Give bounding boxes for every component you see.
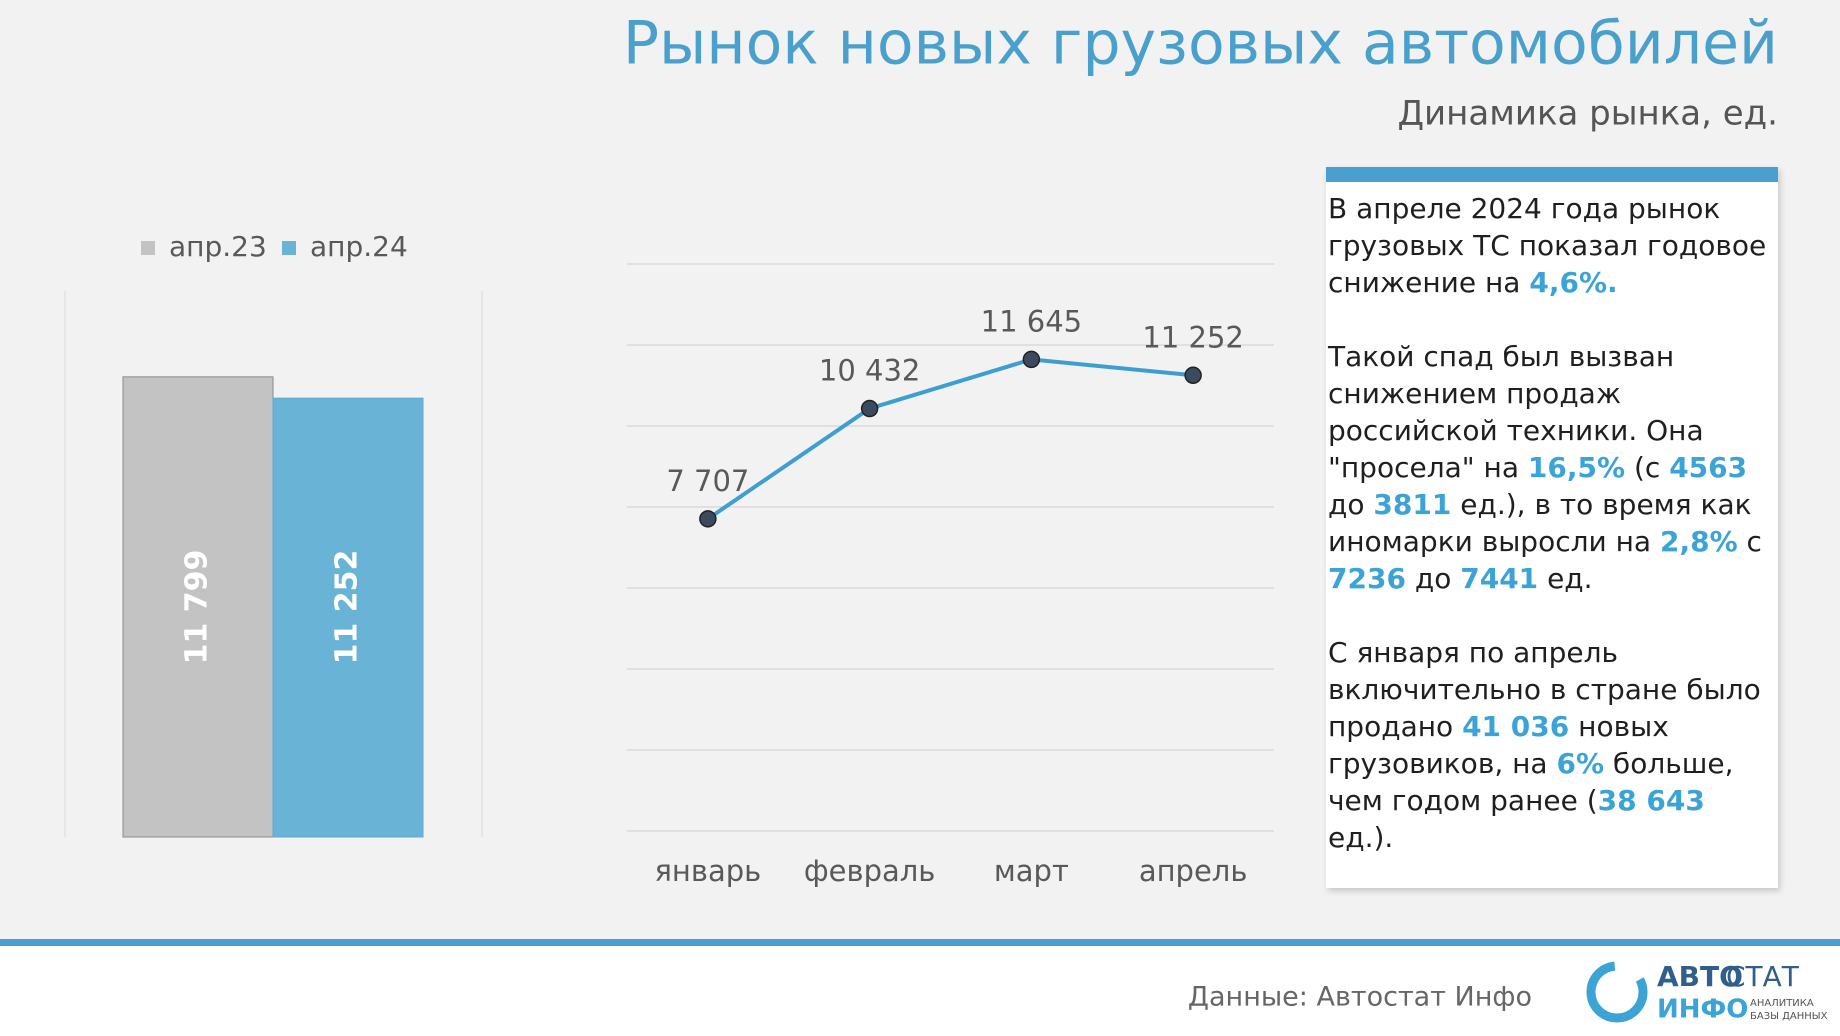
value-label: 11 799 bbox=[180, 550, 215, 665]
logo-tag: БАЗЫ ДАННЫХ bbox=[1750, 1011, 1828, 1022]
panel-body: В апреле 2024 года рынок грузовых ТС пок… bbox=[1326, 182, 1778, 856]
value-label: 11 645 bbox=[981, 304, 1082, 338]
highlight-text: 16,5% bbox=[1527, 451, 1626, 484]
body-text: В апреле 2024 года рынок грузовых ТС пок… bbox=[1328, 192, 1767, 299]
x-tick-label: март bbox=[994, 854, 1069, 888]
legend-label: апр.23 bbox=[169, 230, 267, 263]
value-label: 7 707 bbox=[666, 464, 749, 498]
paragraph: В апреле 2024 года рынок грузовых ТС пок… bbox=[1328, 190, 1774, 301]
source: Данные: Автостат Инфо bbox=[1188, 982, 1532, 1013]
text-panel: В апреле 2024 года рынок грузовых ТС пок… bbox=[1326, 167, 1778, 888]
body-text: ед.), в то время как иномарки выросли на bbox=[1328, 488, 1752, 558]
point bbox=[860, 399, 879, 418]
paragraph: Такой спад был вызван снижением продаж р… bbox=[1328, 338, 1774, 597]
value-label: 11 252 bbox=[330, 550, 365, 665]
body-text: больше, чем годом ранее ( bbox=[1328, 747, 1734, 817]
value-label: 10 432 bbox=[819, 354, 920, 388]
highlight-text: 41 036 bbox=[1462, 710, 1570, 743]
body-text: ед. bbox=[1538, 562, 1593, 595]
body-text: ед.). bbox=[1328, 821, 1394, 854]
highlight-text: 7236 bbox=[1328, 562, 1406, 595]
body-text: новых грузовиков, на bbox=[1328, 710, 1669, 780]
highlight-text: 7441 bbox=[1460, 562, 1539, 595]
footer-rule bbox=[0, 939, 1840, 946]
body-text: Такой спад был вызван снижением продаж р… bbox=[1328, 340, 1704, 484]
body-text: (с bbox=[1625, 451, 1670, 484]
line bbox=[706, 357, 1194, 521]
body-text: до bbox=[1328, 488, 1374, 521]
logo-brand: АВТО bbox=[1657, 960, 1743, 993]
logo: АВТО СТАТ ИНФО АНАЛИТИКА БАЗЫ ДАННЫХ bbox=[1586, 960, 1828, 1025]
body-text: С января по апрель включительно в стране… bbox=[1328, 636, 1761, 743]
highlight-text: 3811 bbox=[1373, 488, 1452, 521]
bar bbox=[272, 397, 424, 838]
footer-bg bbox=[0, 946, 1840, 1036]
x-tick-label: апрель bbox=[1139, 854, 1248, 888]
panel-strip bbox=[1326, 167, 1778, 182]
subtitle: Динамика рынка, ед. bbox=[1397, 94, 1778, 134]
x-tick-label: январь bbox=[654, 854, 761, 888]
legend-swatch bbox=[141, 241, 155, 255]
paragraph: С января по апрель включительно в стране… bbox=[1328, 634, 1774, 856]
point bbox=[1184, 366, 1202, 385]
legend-label: апр.24 bbox=[310, 230, 408, 263]
highlight-text: 4,6%. bbox=[1529, 266, 1618, 299]
highlight-text: 6% bbox=[1556, 747, 1605, 780]
logo-tag: АНАЛИТИКА bbox=[1750, 998, 1814, 1009]
point bbox=[1022, 350, 1041, 369]
body-text: с bbox=[1737, 525, 1762, 558]
logo-brand: СТАТ bbox=[1726, 960, 1800, 993]
logo-icon bbox=[1586, 961, 1648, 1023]
title: Рынок новых грузовых автомобилей bbox=[623, 9, 1778, 79]
highlight-text: 4563 bbox=[1669, 451, 1748, 484]
x-tick-label: февраль bbox=[804, 854, 936, 888]
value-label: 11 252 bbox=[1142, 320, 1243, 354]
bar bbox=[122, 376, 274, 838]
highlight-text: 2,8% bbox=[1659, 525, 1738, 558]
point bbox=[699, 510, 717, 528]
highlight-text: 38 643 bbox=[1597, 784, 1705, 817]
body-text: до bbox=[1405, 562, 1461, 595]
legend-swatch bbox=[282, 241, 296, 255]
logo-sub: ИНФО bbox=[1657, 995, 1748, 1025]
